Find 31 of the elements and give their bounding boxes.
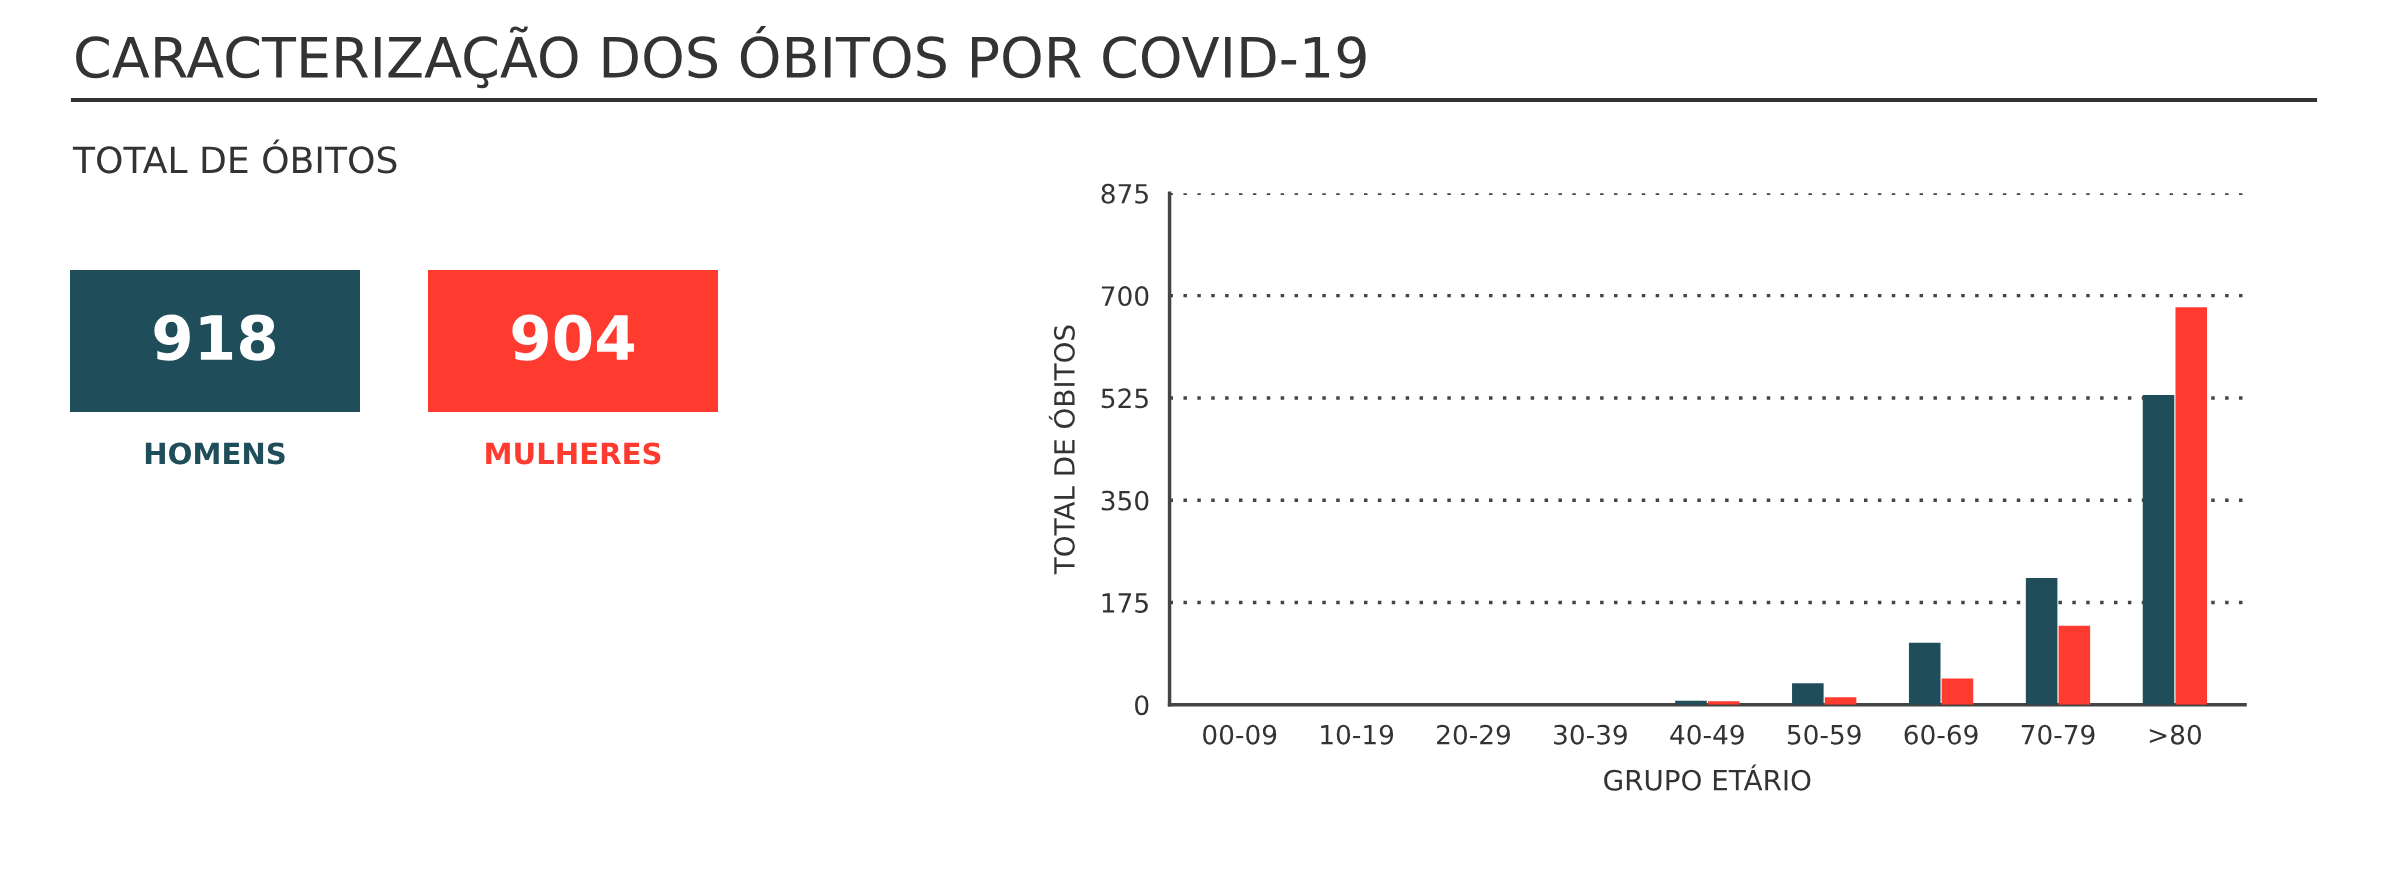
x-tick-label: 30-39 — [1554, 724, 1627, 745]
category-label: MULHERES — [486, 442, 661, 465]
bar — [2025, 577, 2058, 705]
x-tick-label: 50-59 — [1787, 724, 1861, 745]
data-label: 904 — [512, 314, 634, 361]
bar — [1941, 678, 1974, 705]
y-tick-label: 350 — [1101, 490, 1149, 511]
category-label: HOMENS — [145, 442, 285, 465]
text: TOTAL DE ÓBITOS — [72, 139, 397, 174]
y-tick-label: 0 — [1135, 695, 1149, 716]
y-tick-label: 525 — [1101, 388, 1148, 409]
y-tick-label: 175 — [1102, 593, 1148, 613]
bar — [2142, 395, 2175, 705]
data-label: 918 — [154, 314, 275, 361]
y-axis-title: TOTAL DE ÓBITOS — [1048, 325, 1075, 575]
bar — [1908, 642, 1941, 705]
bar — [1824, 697, 1857, 705]
text: CARACTERIZAÇÃO DOS ÓBITOS POR COVID-19 — [76, 26, 1366, 89]
x-tick-label: 00-09 — [1203, 724, 1277, 745]
x-axis-title: GRUPO ETÁRIO — [1604, 764, 1811, 791]
x-tick-label: 20-29 — [1437, 724, 1510, 745]
bar — [1792, 683, 1824, 705]
x-tick-label: 40-49 — [1670, 724, 1744, 745]
x-tick-label: 70-79 — [2021, 724, 2095, 745]
x-tick-label: >80 — [2149, 724, 2201, 745]
bar — [2058, 625, 2091, 705]
y-tick-label: 875 — [1101, 183, 1148, 204]
y-tick-label: 700 — [1101, 286, 1149, 307]
x-tick-label: 60-69 — [1904, 724, 1978, 745]
x-tick-label: 10-19 — [1321, 724, 1394, 745]
bar — [2175, 307, 2208, 705]
